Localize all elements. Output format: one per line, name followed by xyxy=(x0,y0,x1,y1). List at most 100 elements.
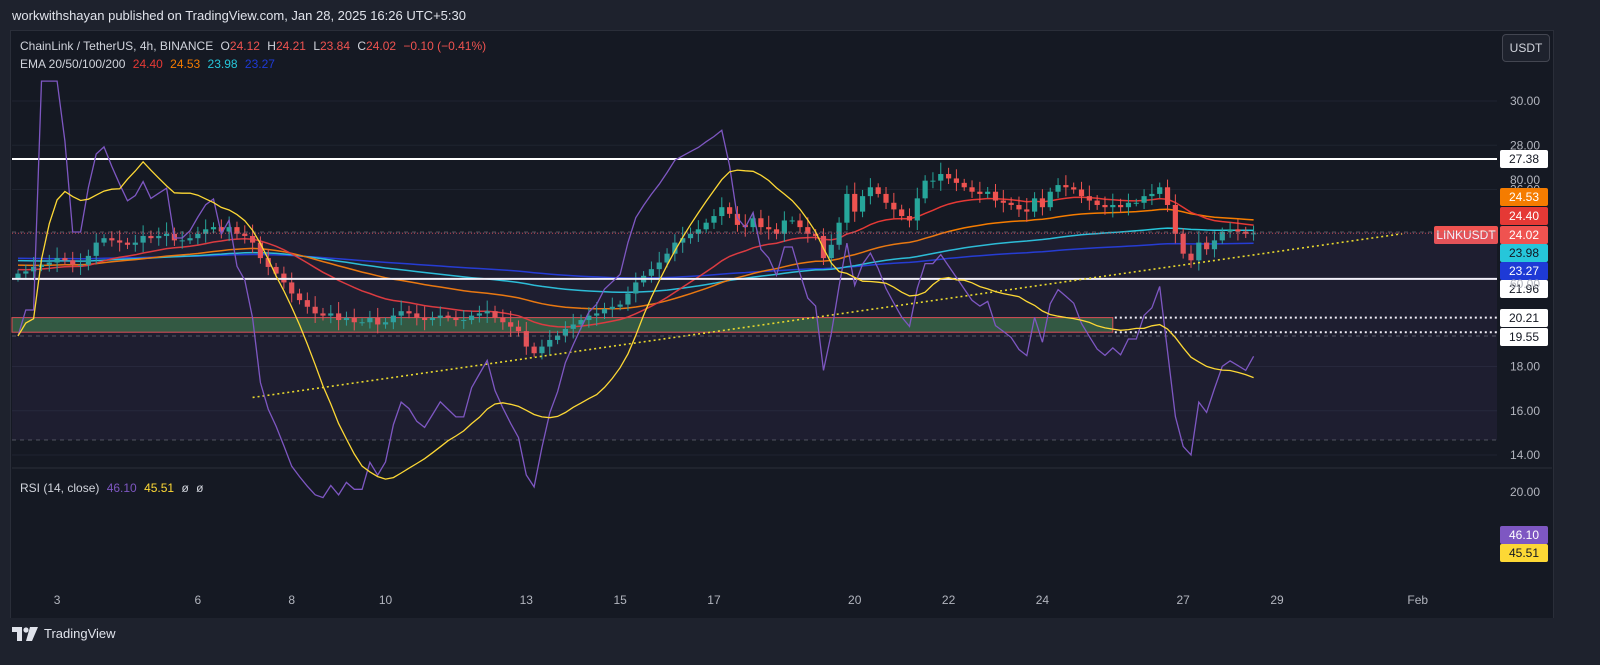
candle xyxy=(945,167,952,185)
candle xyxy=(633,272,639,303)
candle-body xyxy=(656,262,662,270)
symbol-label[interactable]: ChainLink / TetherUS, 4h, BINANCE xyxy=(20,39,214,53)
time-tick-label: 3 xyxy=(54,593,61,607)
candle-body xyxy=(1118,204,1124,208)
candle xyxy=(1211,231,1218,258)
candle-body xyxy=(101,238,107,243)
rsi-band-fill xyxy=(12,232,1497,440)
rsi-ma-legend-value: 45.51 xyxy=(144,481,175,495)
candle xyxy=(609,297,615,318)
candle-body xyxy=(273,266,279,274)
candle xyxy=(242,225,248,244)
candle-body xyxy=(539,346,545,354)
candle-body xyxy=(1141,196,1147,203)
ema200-tag: 23.27 xyxy=(1509,264,1539,278)
level-tag-27-38-bg xyxy=(1500,149,1548,168)
publisher-text: workwithshayan published on TradingView.… xyxy=(12,8,466,23)
chart-canvas[interactable]: 30.0028.0026.0018.0016.0014.0027.3824.53… xyxy=(0,0,1600,618)
candle xyxy=(1032,192,1038,218)
candle-body xyxy=(148,235,154,239)
candle xyxy=(891,192,897,219)
candle-body xyxy=(1078,189,1085,197)
candle-body xyxy=(195,233,201,239)
candle xyxy=(156,227,162,246)
rsi-tick-label: 20.00 xyxy=(1510,485,1540,499)
candle xyxy=(1047,187,1053,211)
candle xyxy=(117,230,123,252)
candle xyxy=(1000,189,1006,213)
candle-body xyxy=(570,324,576,329)
candle-body xyxy=(1000,200,1006,203)
candle xyxy=(1016,196,1022,217)
candle xyxy=(195,226,201,245)
candle-body xyxy=(1008,202,1014,205)
candle xyxy=(1227,222,1233,238)
candle xyxy=(805,217,811,243)
candle xyxy=(492,305,498,323)
high-label: H xyxy=(267,39,276,53)
candle-body xyxy=(1180,233,1186,254)
candle xyxy=(883,186,889,210)
ema50-tag-bg xyxy=(1500,188,1548,206)
candle-body xyxy=(1094,200,1100,205)
rsi-line xyxy=(17,80,1255,499)
candle-body xyxy=(985,191,991,194)
candle-body xyxy=(336,313,342,321)
ohlc-legend: ChainLink / TetherUS, 4h, BINANCE O24.12… xyxy=(20,39,490,53)
candle xyxy=(1204,236,1210,255)
rsi-label[interactable]: RSI (14, close) xyxy=(20,481,100,495)
candle-body xyxy=(1235,229,1241,232)
candle xyxy=(797,213,803,234)
candle xyxy=(1118,198,1124,213)
candle-body xyxy=(140,235,146,243)
candle-body xyxy=(398,311,404,316)
candle-body xyxy=(1196,242,1202,261)
candle-body xyxy=(727,207,733,214)
candle-body xyxy=(906,216,913,221)
currency-button[interactable]: USDT xyxy=(1502,34,1550,62)
candle xyxy=(148,230,154,244)
time-tick-label: 24 xyxy=(1036,593,1050,607)
candle-body xyxy=(46,262,52,265)
candle-body xyxy=(93,242,99,256)
candle-body xyxy=(1157,187,1163,194)
candle-body xyxy=(1102,204,1108,208)
candle-body xyxy=(1039,198,1046,208)
tradingview-logo[interactable]: TradingView xyxy=(12,626,116,641)
time-tick-label: 13 xyxy=(520,593,534,607)
candle xyxy=(124,237,131,250)
candle-body xyxy=(461,320,467,322)
open-label: O xyxy=(220,39,230,53)
candle xyxy=(398,300,404,326)
candle-body xyxy=(414,313,420,318)
current-price-tag: 24.02 xyxy=(1509,228,1539,242)
candle xyxy=(750,212,756,233)
candle-body xyxy=(758,218,764,228)
candle xyxy=(508,310,514,337)
candle-body xyxy=(562,328,568,336)
candle xyxy=(695,220,701,242)
candle-body xyxy=(132,242,138,245)
candle xyxy=(422,306,428,331)
candle-body xyxy=(789,220,795,222)
candle xyxy=(1055,178,1061,198)
candle-body xyxy=(124,242,131,245)
candle-body xyxy=(703,222,709,230)
price-tick-label: 30.00 xyxy=(1510,94,1540,108)
candle xyxy=(1219,227,1225,244)
ema-label[interactable]: EMA 20/50/100/200 xyxy=(20,57,126,71)
time-tick-label: 8 xyxy=(288,593,295,607)
candle xyxy=(562,321,568,343)
candle xyxy=(734,206,741,232)
candle-body xyxy=(797,220,803,228)
candle xyxy=(437,306,443,327)
candle xyxy=(985,186,991,199)
price-tick-label: 28.00 xyxy=(1510,138,1540,152)
candle-body xyxy=(961,182,967,188)
candle-body xyxy=(773,229,780,234)
candle-body xyxy=(54,258,60,263)
candle-body xyxy=(242,233,248,236)
candle xyxy=(336,302,342,331)
candle xyxy=(711,209,717,229)
candle-body xyxy=(359,322,365,324)
